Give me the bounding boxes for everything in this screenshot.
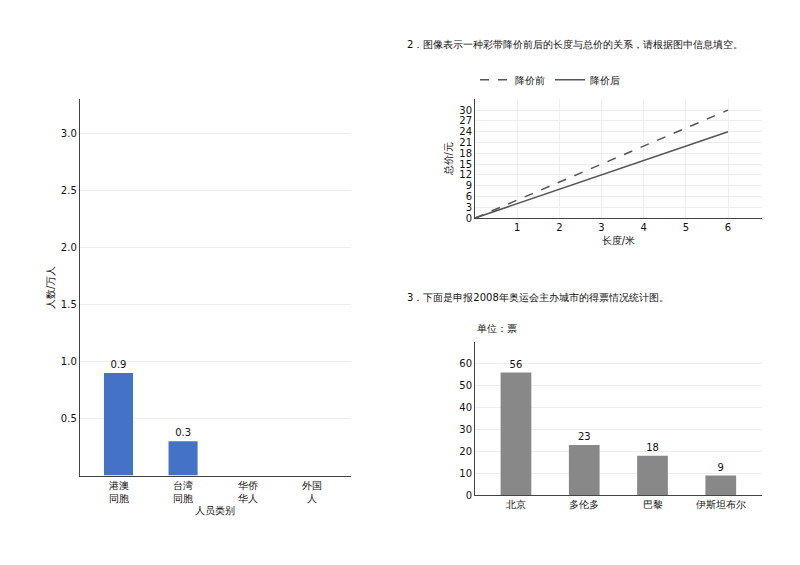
svg-text:0.9: 0.9 bbox=[111, 359, 127, 370]
svg-text:21: 21 bbox=[459, 137, 472, 148]
svg-text:0: 0 bbox=[466, 213, 472, 224]
svg-text:多伦多: 多伦多 bbox=[569, 499, 599, 510]
svg-text:港澳同胞: 港澳同胞 bbox=[109, 480, 129, 504]
svg-text:人员类别: 人员类别 bbox=[195, 505, 235, 516]
svg-text:9: 9 bbox=[466, 180, 472, 191]
svg-text:降价前: 降价前 bbox=[515, 75, 545, 86]
svg-text:1.5: 1.5 bbox=[61, 299, 77, 310]
svg-text:2.0: 2.0 bbox=[61, 242, 77, 253]
svg-text:长度/米: 长度/米 bbox=[602, 235, 635, 246]
svg-text:人数/万人: 人数/万人 bbox=[45, 266, 56, 309]
svg-text:18: 18 bbox=[646, 442, 659, 453]
svg-text:30: 30 bbox=[459, 424, 472, 435]
svg-text:4: 4 bbox=[640, 222, 646, 233]
svg-text:60: 60 bbox=[459, 358, 472, 369]
svg-text:15: 15 bbox=[459, 159, 472, 170]
svg-text:24: 24 bbox=[459, 126, 472, 137]
svg-text:3.0: 3.0 bbox=[61, 128, 77, 139]
svg-text:6: 6 bbox=[466, 191, 472, 202]
svg-text:外国人: 外国人 bbox=[302, 480, 322, 504]
svg-text:27: 27 bbox=[459, 115, 472, 126]
svg-text:56: 56 bbox=[510, 359, 523, 370]
svg-text:单位：票: 单位：票 bbox=[477, 323, 517, 334]
svg-text:3．下面是申报2008年奥运会主办城市的得票情况统计图。: 3．下面是申报2008年奥运会主办城市的得票情况统计图。 bbox=[407, 292, 669, 303]
svg-text:50: 50 bbox=[459, 380, 472, 391]
svg-text:18: 18 bbox=[459, 148, 472, 159]
svg-text:2.5: 2.5 bbox=[61, 185, 77, 196]
svg-text:6: 6 bbox=[725, 222, 731, 233]
svg-text:华侨华人: 华侨华人 bbox=[238, 480, 258, 504]
svg-text:0: 0 bbox=[466, 490, 472, 501]
svg-text:伊斯坦布尔: 伊斯坦布尔 bbox=[696, 499, 746, 510]
svg-text:5: 5 bbox=[683, 222, 689, 233]
svg-text:2．图像表示一种彩带降价前后的长度与总价的关系，请根据图中信: 2．图像表示一种彩带降价前后的长度与总价的关系，请根据图中信息填空。 bbox=[407, 39, 743, 50]
svg-text:1: 1 bbox=[514, 222, 520, 233]
svg-text:2: 2 bbox=[556, 222, 562, 233]
svg-text:40: 40 bbox=[459, 402, 472, 413]
svg-text:10: 10 bbox=[459, 468, 472, 479]
svg-text:1.0: 1.0 bbox=[61, 356, 77, 367]
svg-text:3: 3 bbox=[598, 222, 604, 233]
svg-text:0.3: 0.3 bbox=[175, 427, 191, 438]
svg-text:12: 12 bbox=[459, 169, 472, 180]
svg-text:巴黎: 巴黎 bbox=[643, 499, 663, 510]
svg-text:降价后: 降价后 bbox=[590, 75, 620, 86]
svg-text:3: 3 bbox=[466, 202, 472, 213]
svg-text:9: 9 bbox=[718, 462, 724, 473]
svg-text:20: 20 bbox=[459, 446, 472, 457]
svg-text:23: 23 bbox=[578, 431, 591, 442]
svg-text:总价/元: 总价/元 bbox=[443, 142, 454, 176]
svg-text:0.5: 0.5 bbox=[61, 413, 77, 424]
svg-text:北京: 北京 bbox=[506, 499, 526, 510]
svg-text:30: 30 bbox=[459, 105, 472, 116]
svg-text:台湾同胞: 台湾同胞 bbox=[173, 480, 193, 504]
